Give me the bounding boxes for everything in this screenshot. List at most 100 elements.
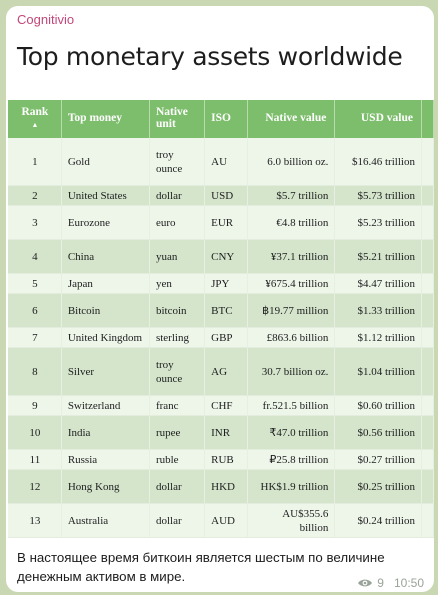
- cell-native-unit: troy ounce: [149, 138, 206, 186]
- cell-overflow: [421, 206, 434, 240]
- cell-rank: 5: [8, 274, 62, 294]
- cell-native-value: ₹47.0 trillion: [247, 416, 336, 450]
- header-iso[interactable]: ISO: [205, 100, 248, 138]
- cell-rank: 9: [8, 396, 62, 416]
- cell-rank: 11: [8, 450, 62, 470]
- cell-usd-value: $5.23 trillion: [335, 206, 422, 240]
- message-time: 10:50: [393, 576, 424, 590]
- table-row: 11 Russia ruble RUB ₽25.8 trillion $0.27 tril…: [8, 450, 434, 470]
- cell-money: China: [61, 240, 150, 274]
- cell-native-unit: dollar: [149, 470, 206, 504]
- cell-overflow: [421, 138, 434, 186]
- sort-ascending-icon: ▲: [31, 121, 39, 129]
- cell-native-value: 6.0 billion oz.: [247, 138, 336, 186]
- cell-native-value: €4.8 trillion: [247, 206, 336, 240]
- cell-usd-value: $0.27 trillion: [335, 450, 422, 470]
- cell-native-value: 30.7 billion oz.: [247, 348, 336, 396]
- cell-money: Silver: [61, 348, 150, 396]
- cell-overflow: [421, 504, 434, 538]
- cell-iso: HKD: [205, 470, 248, 504]
- cell-overflow: [421, 186, 434, 206]
- cell-money: Hong Kong: [61, 470, 150, 504]
- cell-money: Bitcoin: [61, 294, 150, 328]
- cell-native-value: £863.6 billion: [247, 328, 336, 348]
- header-usd-value[interactable]: USD value: [335, 100, 422, 138]
- cell-rank: 7: [8, 328, 62, 348]
- table-row: 4 China yuan CNY ¥37.1 trillion $5.21 trillio…: [8, 240, 434, 274]
- cell-native-value: ¥675.4 trillion: [247, 274, 336, 294]
- cell-native-unit: euro: [149, 206, 206, 240]
- cell-iso: EUR: [205, 206, 248, 240]
- cell-money: Switzerland: [61, 396, 150, 416]
- table-body: 1 Gold troy ounce AU 6.0 billion oz. $16.46 t…: [8, 138, 434, 538]
- header-native-value[interactable]: Native value: [247, 100, 336, 138]
- post-title: Top monetary assets worldwide: [17, 42, 403, 71]
- cell-money: Australia: [61, 504, 150, 538]
- cell-iso: RUB: [205, 450, 248, 470]
- cell-usd-value: $1.33 trillion: [335, 294, 422, 328]
- cell-native-value: ¥37.1 trillion: [247, 240, 336, 274]
- header-native-unit[interactable]: Native unit: [149, 100, 206, 138]
- cell-usd-value: $0.24 trillion: [335, 504, 422, 538]
- cell-usd-value: $1.04 trillion: [335, 348, 422, 396]
- cell-native-value: ₽25.8 trillion: [247, 450, 336, 470]
- cell-native-unit: dollar: [149, 504, 206, 538]
- cell-rank: 4: [8, 240, 62, 274]
- cell-rank: 1: [8, 138, 62, 186]
- message-bubble: Cognitivio Top monetary assets worldwide…: [6, 6, 434, 592]
- cell-overflow: [421, 274, 434, 294]
- cell-native-unit: troy ounce: [149, 348, 206, 396]
- cell-native-unit: ruble: [149, 450, 206, 470]
- channel-name[interactable]: Cognitivio: [17, 12, 75, 27]
- header-overflow: [421, 100, 434, 138]
- cell-native-unit: yen: [149, 274, 206, 294]
- cell-rank: 13: [8, 504, 62, 538]
- table-row: 6 Bitcoin bitcoin BTC ฿19.77 million $1.33 tr…: [8, 294, 434, 328]
- cell-money: Gold: [61, 138, 150, 186]
- cell-native-unit: dollar: [149, 186, 206, 206]
- cell-rank: 2: [8, 186, 62, 206]
- post-caption: В настоящее время биткоин является шесты…: [17, 550, 385, 584]
- cell-usd-value: $16.46 trillion: [335, 138, 422, 186]
- cell-rank: 10: [8, 416, 62, 450]
- cell-iso: INR: [205, 416, 248, 450]
- cell-iso: BTC: [205, 294, 248, 328]
- header-top-money[interactable]: Top money: [61, 100, 150, 138]
- cell-iso: JPY: [205, 274, 248, 294]
- cell-native-value: ฿19.77 million: [247, 294, 336, 328]
- cell-money: United States: [61, 186, 150, 206]
- cell-iso: AUD: [205, 504, 248, 538]
- cell-native-unit: yuan: [149, 240, 206, 274]
- table-row: 13 Australia dollar AUD AU$355.6 billion $0.2…: [8, 504, 434, 538]
- cell-overflow: [421, 348, 434, 396]
- cell-usd-value: $0.25 trillion: [335, 470, 422, 504]
- table-row: 2 United States dollar USD $5.7 trillion $5.7…: [8, 186, 434, 206]
- cell-iso: CNY: [205, 240, 248, 274]
- cell-native-value: fr.521.5 billion: [247, 396, 336, 416]
- cell-rank: 3: [8, 206, 62, 240]
- table-row: 7 United Kingdom sterling GBP £863.6 billion…: [8, 328, 434, 348]
- cell-usd-value: $0.60 trillion: [335, 396, 422, 416]
- table-row: 10 India rupee INR ₹47.0 trillion $0.56 trill…: [8, 416, 434, 450]
- cell-usd-value: $5.73 trillion: [335, 186, 422, 206]
- cell-overflow: [421, 470, 434, 504]
- cell-overflow: [421, 450, 434, 470]
- cell-rank: 6: [8, 294, 62, 328]
- cell-iso: USD: [205, 186, 248, 206]
- table-image[interactable]: Rank ▲ Top money Native unit ISO Native …: [6, 100, 434, 546]
- cell-native-value: HK$1.9 trillion: [247, 470, 336, 504]
- cell-native-unit: bitcoin: [149, 294, 206, 328]
- header-rank[interactable]: Rank ▲: [8, 100, 62, 138]
- cell-rank: 8: [8, 348, 62, 396]
- table-row: 1 Gold troy ounce AU 6.0 billion oz. $16.46 t…: [8, 138, 434, 186]
- cell-iso: GBP: [205, 328, 248, 348]
- cell-overflow: [421, 294, 434, 328]
- cell-iso: AG: [205, 348, 248, 396]
- cell-iso: CHF: [205, 396, 248, 416]
- cell-native-unit: franc: [149, 396, 206, 416]
- cell-native-unit: rupee: [149, 416, 206, 450]
- view-count: 9: [377, 576, 384, 590]
- cell-usd-value: $0.56 trillion: [335, 416, 422, 450]
- cell-usd-value: $5.21 trillion: [335, 240, 422, 274]
- cell-rank: 12: [8, 470, 62, 504]
